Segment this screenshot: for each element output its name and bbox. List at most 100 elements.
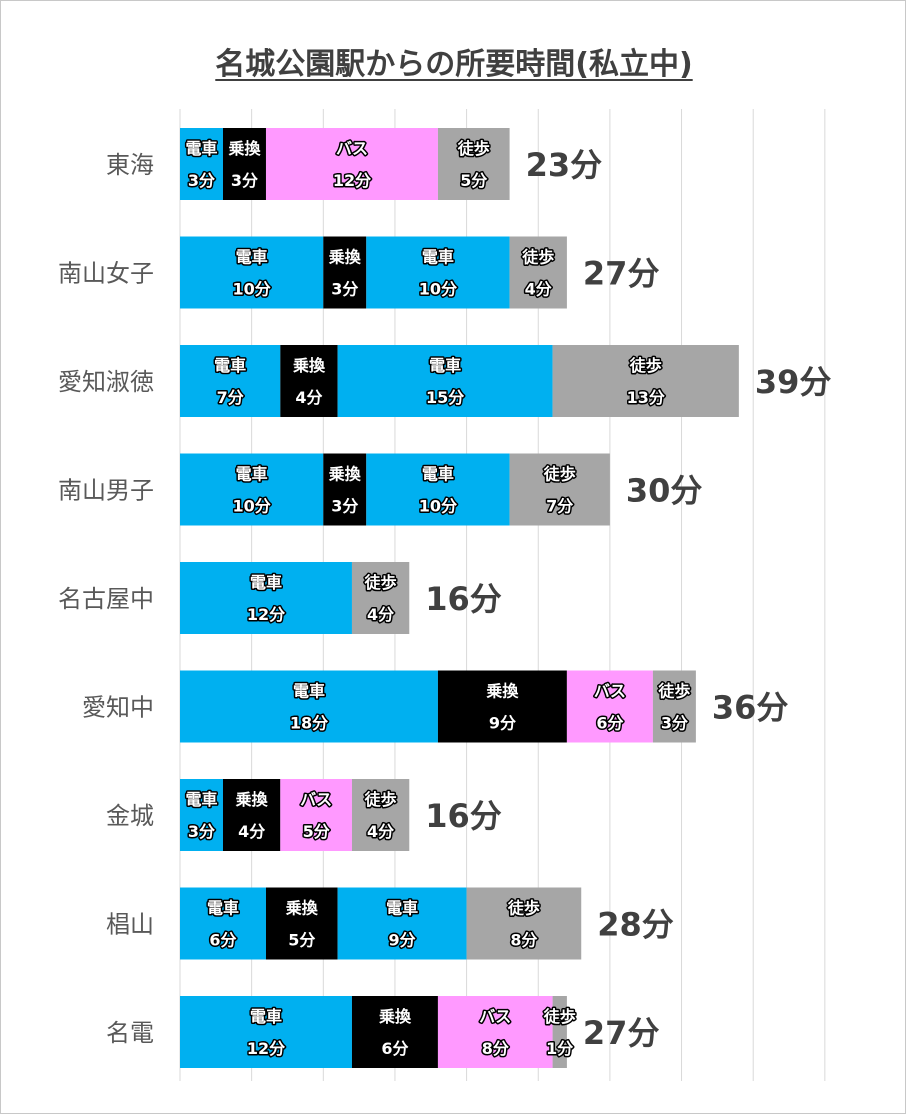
bar-segment [265, 887, 338, 960]
total-label: 30分 [626, 472, 703, 510]
segment-value-label: 5分 [460, 171, 487, 190]
segment-value-label: 6分 [209, 931, 236, 950]
segment-value-label: 6分 [596, 714, 623, 733]
segment-type-label: 徒歩 [521, 248, 554, 267]
segment-type-label: 徒歩 [629, 356, 662, 375]
segment-value-label: 12分 [333, 171, 371, 190]
segment-type-label: 電車 [185, 790, 217, 809]
bar-segment [552, 996, 567, 1068]
bar-segment [351, 996, 438, 1068]
bar-segment [337, 345, 553, 417]
segment-value-label: 5分 [303, 822, 330, 841]
segment-type-label: 電車 [185, 139, 217, 158]
segment-type-label: 徒歩 [507, 899, 540, 918]
bar-segment [351, 779, 410, 851]
segment-value-label: 8分 [510, 931, 537, 950]
bar-segment [509, 236, 567, 309]
category-label: 南山女子 [58, 260, 154, 288]
bar-segment [180, 236, 324, 309]
segment-value-label: 12分 [247, 605, 285, 624]
category-label: 愛知中 [82, 694, 154, 722]
bar-segment [222, 128, 266, 200]
segment-type-label: 乗換 [286, 899, 319, 918]
bar-segment [222, 779, 281, 851]
segment-type-label: 乗換 [486, 682, 519, 701]
segment-type-label: 徒歩 [657, 682, 690, 701]
total-label: 27分 [583, 1014, 660, 1052]
segment-value-label: 3分 [188, 171, 215, 190]
segment-value-label: 7分 [217, 388, 244, 407]
segment-type-label: 徒歩 [543, 1007, 576, 1026]
segment-type-label: 電車 [422, 248, 454, 267]
category-label: 名電 [106, 1019, 154, 1047]
segment-type-label: 徒歩 [364, 573, 397, 592]
segment-value-label: 3分 [331, 280, 358, 299]
bar-segment [180, 996, 352, 1068]
bar-segment [366, 453, 510, 526]
segment-value-label: 10分 [419, 497, 457, 516]
total-label: 23分 [526, 146, 603, 184]
segment-type-label: 電車 [386, 899, 418, 918]
category-label: 東海 [106, 151, 154, 179]
segment-type-label: 電車 [236, 248, 268, 267]
segment-value-label: 12分 [247, 1039, 285, 1058]
segment-type-label: 乗換 [329, 465, 362, 484]
segment-value-label: 4分 [367, 605, 394, 624]
segment-value-label: 3分 [231, 171, 258, 190]
bars [180, 128, 739, 1068]
category-label: 愛知淑徳 [58, 368, 154, 396]
segment-type-label: バス [594, 682, 626, 701]
segment-type-label: 乗換 [228, 139, 261, 158]
segment-value-label: 13分 [627, 388, 665, 407]
category-label: 金城 [106, 802, 154, 830]
segment-type-label: 徒歩 [457, 139, 490, 158]
bar-segment [466, 887, 582, 960]
segment-value-label: 1分 [546, 1039, 573, 1058]
segment-type-label: 徒歩 [364, 790, 397, 809]
total-label: 16分 [425, 580, 502, 618]
bar-segment [509, 453, 610, 526]
bar-segment [265, 128, 438, 200]
segment-type-label: バス [336, 139, 368, 158]
segment-value-label: 10分 [233, 280, 271, 299]
segment-value-label: 3分 [331, 497, 358, 516]
chart-title: 名城公園駅からの所要時間(私立中) [215, 47, 693, 82]
bar-segment [323, 453, 367, 526]
segment-value-label: 6分 [381, 1039, 408, 1058]
segment-value-label: 15分 [426, 388, 464, 407]
segment-type-label: 電車 [207, 899, 239, 918]
total-label: 39分 [755, 363, 832, 401]
bar-segment [180, 453, 324, 526]
bar-segment [180, 779, 223, 851]
segment-type-label: 電車 [250, 1007, 282, 1026]
segment-value-label: 4分 [295, 388, 322, 407]
bar-segment [437, 996, 553, 1068]
segment-type-label: バス [300, 790, 332, 809]
category-label: 椙山 [106, 911, 154, 939]
bar-segment [652, 670, 696, 743]
segment-value-label: 4分 [367, 822, 394, 841]
segment-value-label: 9分 [489, 714, 516, 733]
segment-value-label: 9分 [389, 931, 416, 950]
segment-value-label: 3分 [188, 822, 215, 841]
segment-type-label: 電車 [422, 465, 454, 484]
segment-value-label: 4分 [525, 280, 552, 299]
segment-type-label: 乗換 [236, 790, 269, 809]
bar-segment [437, 128, 510, 200]
category-label: 名古屋中 [58, 585, 154, 613]
segment-value-label: 7分 [546, 497, 573, 516]
bar-segment [323, 236, 367, 309]
total-label: 36分 [712, 689, 789, 727]
bar-segment [180, 670, 438, 743]
segment-value-label: 5分 [288, 931, 315, 950]
segment-type-label: 徒歩 [543, 465, 576, 484]
segment-type-label: 電車 [236, 465, 268, 484]
segment-type-label: バス [479, 1007, 511, 1026]
bar-segment [180, 562, 352, 634]
segment-type-label: 電車 [429, 356, 461, 375]
segment-type-label: 電車 [214, 356, 246, 375]
total-label: 16分 [425, 797, 502, 835]
bar-segment [180, 887, 266, 960]
